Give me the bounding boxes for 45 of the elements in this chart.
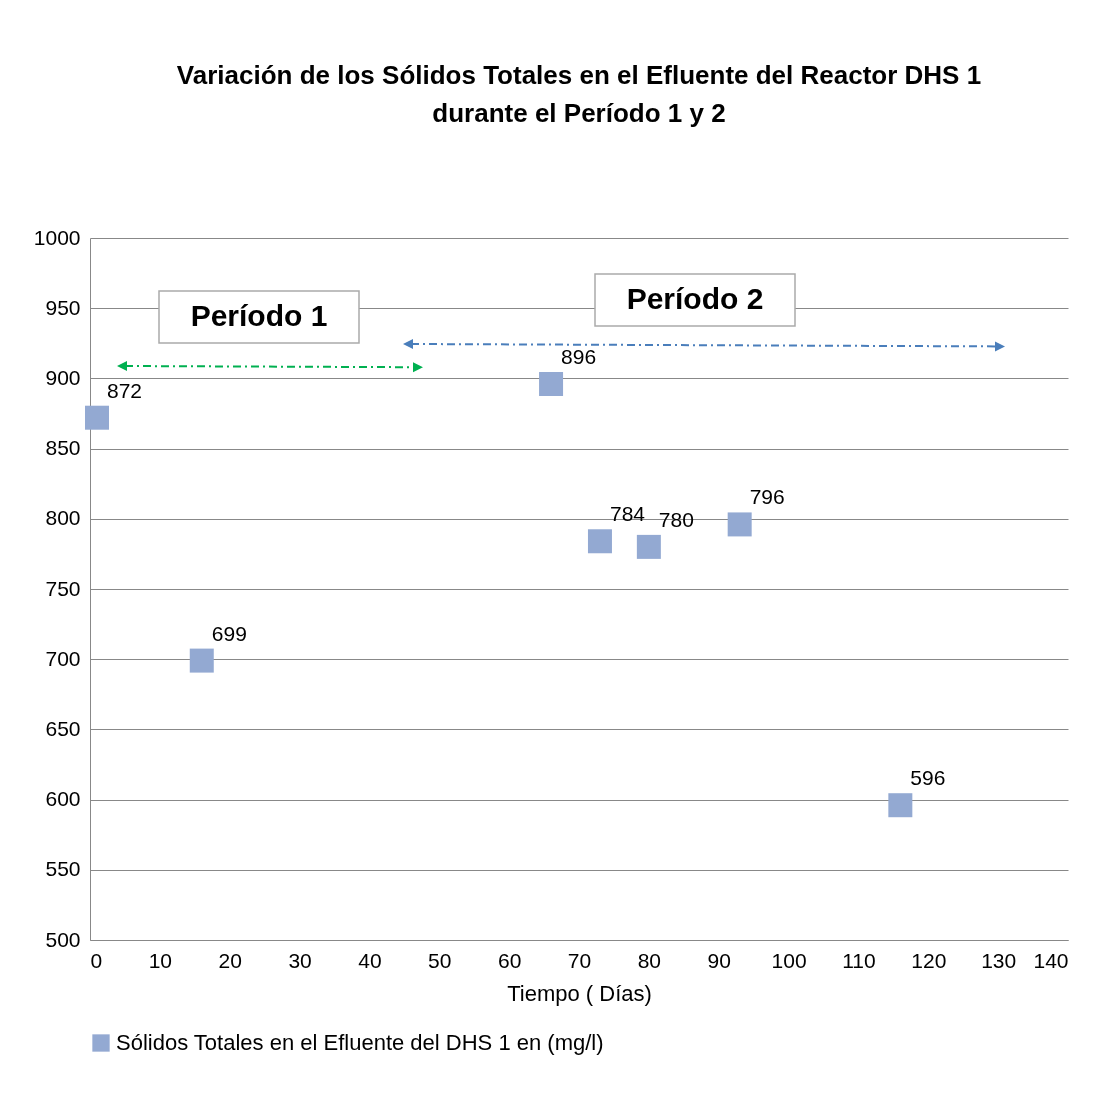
y-tick-label: 500: [45, 927, 81, 951]
x-tick-label: 100: [771, 948, 807, 972]
y-tick-label: 1000: [33, 225, 81, 249]
data-label: 596: [910, 766, 946, 790]
x-tick-label: 40: [358, 948, 382, 972]
annotation: Período 1: [190, 299, 328, 332]
x-tick-label: 140: [1033, 948, 1069, 972]
x-tick-label: 50: [428, 948, 452, 972]
y-tick-label: 550: [45, 857, 81, 881]
data-label: 896: [561, 345, 597, 369]
y-tick-label: 900: [45, 365, 81, 389]
x-tick-label: 70: [567, 948, 592, 972]
x-tick-label: 10: [148, 948, 173, 972]
data-label: 699: [211, 621, 247, 645]
data-label: 780: [658, 507, 694, 531]
y-tick-label: 700: [45, 646, 81, 670]
y-tick-label: 750: [45, 576, 81, 600]
x-tick-label: 60: [497, 948, 522, 972]
chart-title: Variación de los Sólidos Totales en el Efluente del Reactor DHS 1 durante el Período 1 y 2: [176, 60, 982, 128]
x-tick-label: 20: [218, 948, 242, 972]
data-label: 796: [749, 485, 785, 509]
legend-label: Sólidos Totales en el Efluente del DHS 1 en (mg/l): [116, 1030, 604, 1055]
data-label: 784: [609, 502, 646, 526]
y-tick-label: 850: [45, 436, 81, 460]
x-axis-title: Tiempo ( Días): [507, 980, 652, 1006]
x-tick-label: 80: [637, 948, 662, 972]
point: [587, 529, 612, 554]
point: [539, 372, 564, 397]
point: [189, 648, 214, 673]
y-tick-label: 800: [45, 506, 81, 530]
y-tick-label: 600: [45, 787, 81, 811]
point: [636, 534, 661, 559]
x-tick-label: 110: [842, 948, 876, 972]
x-tick-label: 90: [707, 948, 731, 972]
x-tick-label: 130: [981, 948, 1017, 972]
annotation: Período 2: [626, 282, 764, 315]
point: [727, 512, 752, 537]
data-label: 872: [106, 378, 143, 402]
point: [888, 793, 913, 818]
x-tick-label: 0: [90, 948, 103, 972]
x-tick-label: 120: [911, 948, 947, 972]
point: [84, 405, 109, 430]
y-tick-label: 650: [45, 716, 81, 740]
x-tick-label: 30: [288, 948, 312, 972]
y-tick-label: 950: [45, 295, 81, 319]
